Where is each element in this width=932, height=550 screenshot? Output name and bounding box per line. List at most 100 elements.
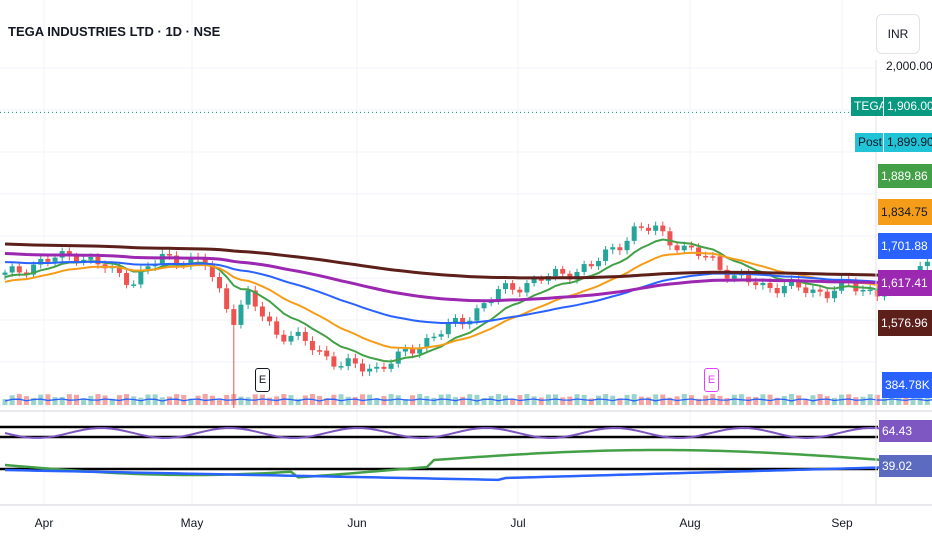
symbol-name-label: TEGA bbox=[851, 97, 887, 116]
candle-body bbox=[23, 272, 29, 275]
candle-body bbox=[517, 289, 523, 293]
candle-body bbox=[874, 289, 880, 297]
candle-body bbox=[174, 255, 180, 266]
candle-body bbox=[360, 363, 365, 372]
candle-body bbox=[95, 256, 101, 265]
candle-body bbox=[710, 256, 716, 258]
volume-bar bbox=[188, 398, 194, 405]
oscillator-line-purple bbox=[4, 427, 932, 439]
candle-body bbox=[224, 288, 230, 310]
candle-body bbox=[767, 282, 773, 289]
volume-bar bbox=[202, 394, 208, 405]
candle-body bbox=[217, 277, 222, 289]
candle-body bbox=[131, 284, 137, 286]
earnings-marker-aug[interactable]: E bbox=[704, 368, 719, 392]
volume-bar bbox=[259, 394, 265, 405]
volume-bar bbox=[638, 396, 644, 405]
volume-bar bbox=[102, 395, 108, 405]
volume-bar bbox=[781, 396, 787, 405]
candle-body bbox=[796, 280, 802, 288]
candle-body bbox=[624, 240, 630, 251]
candle-body bbox=[124, 272, 130, 285]
candle-body bbox=[388, 363, 394, 369]
ma-label-orange: 1,834.75 bbox=[878, 199, 932, 225]
volume-bar bbox=[631, 394, 637, 405]
candle-body bbox=[381, 366, 387, 369]
volume-bar bbox=[696, 398, 702, 405]
candle-body bbox=[531, 278, 537, 284]
candle-body bbox=[45, 258, 51, 262]
candle-body bbox=[9, 266, 15, 273]
volume-bar bbox=[753, 397, 759, 405]
volume-bar bbox=[9, 395, 15, 405]
volume-bar bbox=[295, 398, 301, 405]
candle-body bbox=[731, 275, 737, 279]
volume-bar bbox=[360, 394, 365, 405]
candle-body bbox=[395, 351, 401, 364]
chart-title: TEGA INDUSTRIES LTD · 1D · NSE bbox=[8, 24, 221, 39]
candle-body bbox=[410, 348, 416, 354]
volume-bar bbox=[567, 396, 573, 405]
volume-bar bbox=[538, 397, 544, 405]
volume-bar bbox=[924, 394, 930, 405]
candle-body bbox=[445, 322, 451, 335]
candle-body bbox=[202, 258, 208, 266]
volume-bar bbox=[503, 395, 508, 405]
candle-body bbox=[595, 260, 601, 267]
volume-bar bbox=[402, 398, 408, 405]
earnings-marker-may[interactable]: E bbox=[255, 368, 270, 392]
candle-body bbox=[638, 226, 644, 228]
candle-body bbox=[52, 257, 58, 262]
volume-bar bbox=[667, 397, 673, 405]
candle-body bbox=[610, 247, 616, 250]
candle-body bbox=[288, 335, 294, 342]
volume-bar bbox=[588, 398, 594, 405]
candle-body bbox=[295, 331, 301, 336]
volume-label: 384.78K bbox=[882, 372, 932, 398]
volume-bar bbox=[424, 396, 430, 405]
candle-body bbox=[760, 282, 766, 286]
candle-body bbox=[16, 266, 22, 273]
volume-bar bbox=[474, 394, 480, 405]
ma-label-purple: 1,617.41 bbox=[878, 270, 932, 296]
ma-label-brown: 1,576.96 bbox=[878, 310, 932, 336]
volume-bar bbox=[45, 394, 51, 405]
currency-button[interactable]: INR bbox=[876, 14, 920, 54]
candle-body bbox=[345, 358, 351, 367]
oscillator-line-blue bbox=[4, 464, 932, 482]
volume-bar bbox=[52, 397, 58, 405]
candle-body bbox=[667, 231, 673, 246]
ma-line-brown bbox=[4, 242, 932, 280]
volume-bar bbox=[302, 395, 308, 405]
volume-bar bbox=[824, 396, 830, 405]
candle-body bbox=[402, 348, 408, 352]
volume-bar bbox=[166, 396, 172, 405]
volume-bar bbox=[324, 398, 330, 405]
volume-ma-line bbox=[4, 398, 932, 402]
volume-bar bbox=[860, 396, 866, 405]
candle-body bbox=[574, 271, 580, 280]
volume-bar bbox=[2, 399, 8, 405]
ma-label-green: 1,889.86 bbox=[878, 164, 932, 188]
volume-bar bbox=[345, 396, 351, 405]
oscillator-label-upper: 64.43 bbox=[879, 420, 932, 442]
candle-body bbox=[374, 366, 380, 369]
candle-body bbox=[631, 226, 637, 241]
volume-bar bbox=[810, 395, 816, 405]
candle-body bbox=[460, 317, 466, 325]
volume-bar bbox=[560, 397, 566, 405]
candle-body bbox=[781, 285, 787, 294]
x-tick-sep: Sep bbox=[831, 516, 853, 530]
candle-body bbox=[2, 272, 8, 275]
candle-body bbox=[524, 283, 530, 293]
volume-bar bbox=[595, 395, 601, 405]
candle-body bbox=[924, 261, 930, 267]
volume-bar bbox=[338, 394, 344, 405]
volume-bar bbox=[59, 396, 65, 405]
volume-bar bbox=[245, 397, 251, 405]
x-tick-aug: Aug bbox=[679, 516, 701, 530]
ma-line-orange bbox=[4, 251, 932, 350]
candle-body bbox=[138, 269, 144, 285]
